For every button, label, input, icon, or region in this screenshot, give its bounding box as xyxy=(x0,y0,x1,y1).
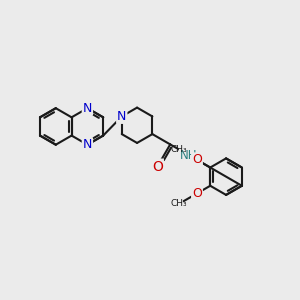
Text: N: N xyxy=(117,110,127,123)
Text: CH₃: CH₃ xyxy=(171,145,188,154)
Text: N: N xyxy=(83,138,92,151)
Text: N: N xyxy=(83,102,92,115)
Text: O: O xyxy=(192,153,202,167)
Text: O: O xyxy=(192,187,202,200)
Text: NH: NH xyxy=(180,148,197,161)
Text: CH₃: CH₃ xyxy=(171,199,188,208)
Text: O: O xyxy=(152,160,163,174)
